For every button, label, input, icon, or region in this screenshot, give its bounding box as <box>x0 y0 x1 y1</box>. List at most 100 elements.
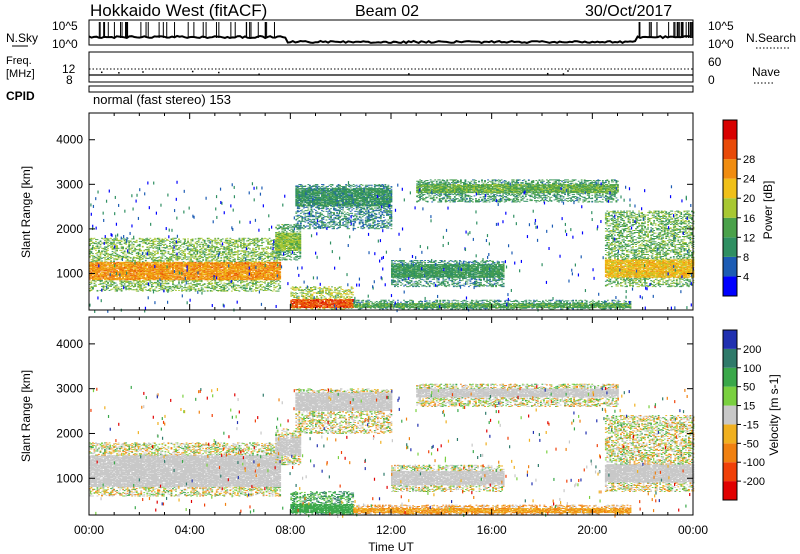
heatmap-cell <box>211 282 214 284</box>
heatmap-cell <box>182 242 185 244</box>
heatmap-cell <box>138 274 141 276</box>
heatmap-cell <box>128 246 131 248</box>
heatmap-cell <box>120 275 123 277</box>
heatmap-cell <box>152 277 155 279</box>
heatmap-cell <box>134 283 137 285</box>
heatmap-cell <box>140 287 143 289</box>
heatmap-cell <box>182 277 185 279</box>
heatmap-cell <box>110 275 112 277</box>
heatmap-cell <box>143 261 146 263</box>
heatmap-cell <box>169 278 171 280</box>
heatmap-cell <box>93 243 96 245</box>
heatmap-cell <box>167 267 170 269</box>
heatmap-cell <box>128 242 131 244</box>
heatmap-cell <box>152 256 155 258</box>
heatmap-cell <box>261 245 263 247</box>
heatmap-cell <box>161 267 164 269</box>
heatmap-cell <box>150 239 153 241</box>
heatmap-cell <box>141 263 144 265</box>
heatmap-cell <box>104 268 106 270</box>
heatmap-cell <box>172 250 174 252</box>
heatmap-cell <box>123 243 126 245</box>
heatmap-cell <box>90 243 93 245</box>
heatmap-cell <box>128 268 131 270</box>
heatmap-cell <box>153 264 156 266</box>
heatmap-cell <box>99 283 102 285</box>
heatmap-cell <box>169 245 171 247</box>
heatmap-cell <box>173 275 176 277</box>
heatmap-cell <box>164 275 167 277</box>
heatmap-cell <box>161 269 164 271</box>
heatmap-cell <box>167 278 170 280</box>
heatmap-cell <box>190 289 192 291</box>
heatmap-cell <box>92 265 94 267</box>
heatmap-cell <box>93 271 96 273</box>
heatmap-cell <box>123 239 126 241</box>
heatmap-cell <box>150 252 153 254</box>
heatmap-cell <box>111 280 114 282</box>
heatmap-cell <box>120 277 123 279</box>
heatmap-cell <box>107 282 109 284</box>
heatmap-cell <box>128 281 131 283</box>
heatmap-cell <box>128 282 131 284</box>
heatmap-cell <box>140 275 143 277</box>
heatmap-cell <box>104 278 106 280</box>
heatmap-cell <box>99 266 102 268</box>
heatmap-cell <box>167 271 170 273</box>
heatmap-cell <box>188 278 191 280</box>
heatmap-cell <box>122 264 125 266</box>
heatmap-cell <box>152 241 155 243</box>
heatmap-cell <box>113 247 115 249</box>
heatmap-cell <box>110 257 112 259</box>
heatmap-cell <box>101 268 103 270</box>
heatmap-cell <box>134 285 137 287</box>
heatmap-cell <box>89 253 91 255</box>
heatmap-cell <box>162 275 165 277</box>
heatmap-cell <box>117 258 120 260</box>
heatmap-cell <box>126 262 129 264</box>
heatmap-cell <box>108 289 111 291</box>
heatmap-cell <box>153 257 156 259</box>
heatmap-cell <box>188 269 191 271</box>
heatmap-cell <box>132 271 135 273</box>
heatmap-cell <box>143 263 146 265</box>
heatmap-cell <box>140 283 143 285</box>
heatmap-cell <box>129 260 132 262</box>
heatmap-cell <box>249 248 251 250</box>
heatmap-cell <box>120 249 123 251</box>
heatmap-cell <box>233 247 236 249</box>
heatmap-cell <box>267 254 269 256</box>
heatmap-cell <box>150 265 153 267</box>
heatmap-cell <box>122 253 125 255</box>
heatmap-cell <box>90 267 93 269</box>
heatmap-cell <box>147 271 150 273</box>
heatmap-cell <box>128 249 131 251</box>
heatmap-cell <box>93 248 96 250</box>
heatmap-cell <box>159 286 162 288</box>
heatmap-cell <box>152 257 155 259</box>
heatmap-cell <box>156 274 159 276</box>
heatmap-cell <box>162 273 165 275</box>
heatmap-cell <box>141 261 144 263</box>
heatmap-cell <box>138 262 141 264</box>
heatmap-cell <box>173 284 176 286</box>
heatmap-cell <box>200 241 203 243</box>
heatmap-cell <box>147 276 150 278</box>
heatmap-cell <box>187 269 189 271</box>
heatmap-cell <box>129 269 132 271</box>
heatmap-cell <box>126 259 129 261</box>
heatmap-cell <box>162 265 165 267</box>
heatmap-cell <box>176 257 179 259</box>
heatmap-cell <box>123 271 126 273</box>
heatmap-cell <box>123 261 126 263</box>
heatmap-cell <box>166 289 168 291</box>
heatmap-cell <box>170 278 173 280</box>
heatmap-cell <box>141 289 144 291</box>
heatmap-cell <box>116 261 118 263</box>
heatmap-cell <box>93 247 96 249</box>
heatmap-cell <box>175 263 177 265</box>
heatmap-cell <box>138 241 141 243</box>
heatmap-cell <box>140 265 143 267</box>
heatmap-cell <box>125 280 128 282</box>
heatmap-cell <box>89 253 91 255</box>
